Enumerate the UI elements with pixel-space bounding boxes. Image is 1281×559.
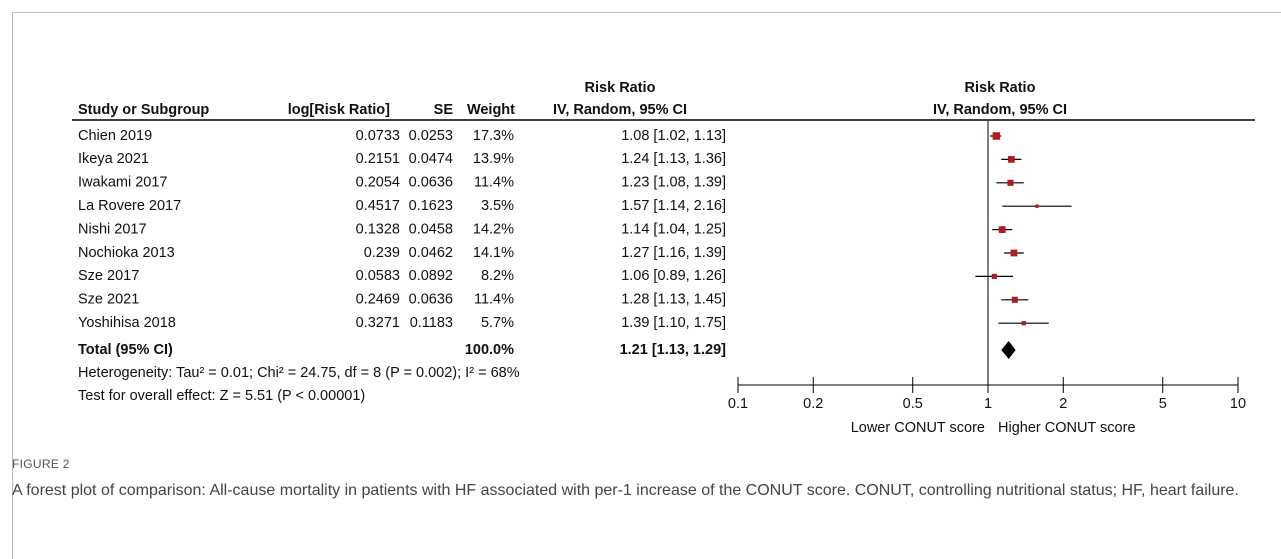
study-name: Iwakami 2017 xyxy=(78,175,167,191)
study-name: Ikeya 2021 xyxy=(78,151,149,167)
x-tick-label: 0.1 xyxy=(728,396,748,412)
ci-label: 1.24 [1.13, 1.36] xyxy=(621,151,726,167)
overall-effect: Test for overall effect: Z = 5.51 (P < 0… xyxy=(78,388,365,404)
weight: 11.4% xyxy=(474,292,514,308)
column-header: SE xyxy=(434,102,454,118)
log-rr: 0.0733 xyxy=(356,128,400,144)
ci-label: 1.57 [1.14, 2.16] xyxy=(621,198,726,214)
x-tick-label: 1 xyxy=(984,396,992,412)
x-tick-label: 0.2 xyxy=(803,396,823,412)
effect-square xyxy=(1035,204,1039,208)
heterogeneity: Heterogeneity: Tau² = 0.01; Chi² = 24.75… xyxy=(78,365,520,381)
x-tick-label: 2 xyxy=(1059,396,1067,412)
se: 0.0253 xyxy=(409,128,453,144)
ci-label: 1.39 [1.10, 1.75] xyxy=(621,315,726,331)
plot-title: Risk Ratio xyxy=(965,80,1036,96)
study-name: Chien 2019 xyxy=(78,128,152,144)
se: 0.1183 xyxy=(410,315,453,331)
x-label-left: Lower CONUT score xyxy=(851,420,985,436)
column-header: IV, Random, 95% CI xyxy=(553,102,687,118)
ci-label: 1.28 [1.13, 1.45] xyxy=(621,292,726,308)
se: 0.0458 xyxy=(409,221,453,237)
weight: 14.1% xyxy=(473,245,514,261)
ci-label: 1.14 [1.04, 1.25] xyxy=(621,221,726,237)
log-rr: 0.0583 xyxy=(356,268,400,284)
study-name: Yoshihisa 2018 xyxy=(78,315,176,331)
weight: 8.2% xyxy=(481,268,514,284)
log-rr: 0.239 xyxy=(364,245,400,261)
effect-square xyxy=(1010,249,1018,257)
total-ci: 1.21 [1.13, 1.29] xyxy=(620,342,727,358)
study-name: Nochioka 2013 xyxy=(78,245,175,261)
x-tick-label: 10 xyxy=(1230,396,1246,412)
log-rr: 0.3271 xyxy=(356,315,400,331)
total-diamond xyxy=(1001,341,1016,359)
log-rr: 0.2151 xyxy=(356,151,400,167)
column-header: Weight xyxy=(467,102,515,118)
se: 0.0462 xyxy=(409,245,453,261)
study-name: Nishi 2017 xyxy=(78,221,147,237)
log-rr: 0.1328 xyxy=(356,221,400,237)
x-tick-label: 5 xyxy=(1159,396,1167,412)
x-label-right: Higher CONUT score xyxy=(998,420,1136,436)
study-name: Sze 2017 xyxy=(78,268,139,284)
total-weight: 100.0% xyxy=(465,342,514,358)
log-rr: 0.2469 xyxy=(356,292,400,308)
ci-label: 1.23 [1.08, 1.39] xyxy=(621,175,726,191)
ci-label: 1.06 [0.89, 1.26] xyxy=(621,268,726,284)
ci-label: 1.27 [1.16, 1.39] xyxy=(621,245,726,261)
se: 0.0474 xyxy=(409,151,453,167)
log-rr: 0.4517 xyxy=(356,198,400,214)
figure-label: FIGURE 2 xyxy=(12,457,70,471)
effect-square xyxy=(1021,321,1026,326)
study-name: La Rovere 2017 xyxy=(78,198,181,214)
column-header: Study or Subgroup xyxy=(78,102,209,118)
study-name: Sze 2021 xyxy=(78,292,139,308)
weight: 13.9% xyxy=(473,151,514,167)
column-header: log[Risk Ratio] xyxy=(288,102,390,118)
weight: 11.4% xyxy=(474,175,514,191)
effect-square xyxy=(992,132,1001,140)
plot-subtitle: IV, Random, 95% CI xyxy=(933,102,1067,118)
weight: 3.5% xyxy=(481,198,514,214)
weight: 14.2% xyxy=(473,221,514,237)
log-rr: 0.2054 xyxy=(356,175,400,191)
total-label: Total (95% CI) xyxy=(78,342,173,358)
se: 0.0636 xyxy=(409,292,453,308)
weight: 17.3% xyxy=(473,128,514,144)
x-tick-label: 0.5 xyxy=(903,396,923,412)
figure-caption: A forest plot of comparison: All-cause m… xyxy=(12,482,1239,499)
effect-square xyxy=(998,226,1006,233)
effect-square xyxy=(991,273,997,279)
se: 0.0636 xyxy=(409,175,453,191)
effect-square xyxy=(1011,296,1018,303)
table-title: Risk Ratio xyxy=(585,80,656,96)
effect-square xyxy=(1007,179,1014,186)
effect-square xyxy=(1008,156,1015,163)
weight: 5.7% xyxy=(481,315,514,331)
se: 0.0892 xyxy=(409,268,453,284)
ci-label: 1.08 [1.02, 1.13] xyxy=(621,128,726,144)
se: 0.1623 xyxy=(409,198,453,214)
